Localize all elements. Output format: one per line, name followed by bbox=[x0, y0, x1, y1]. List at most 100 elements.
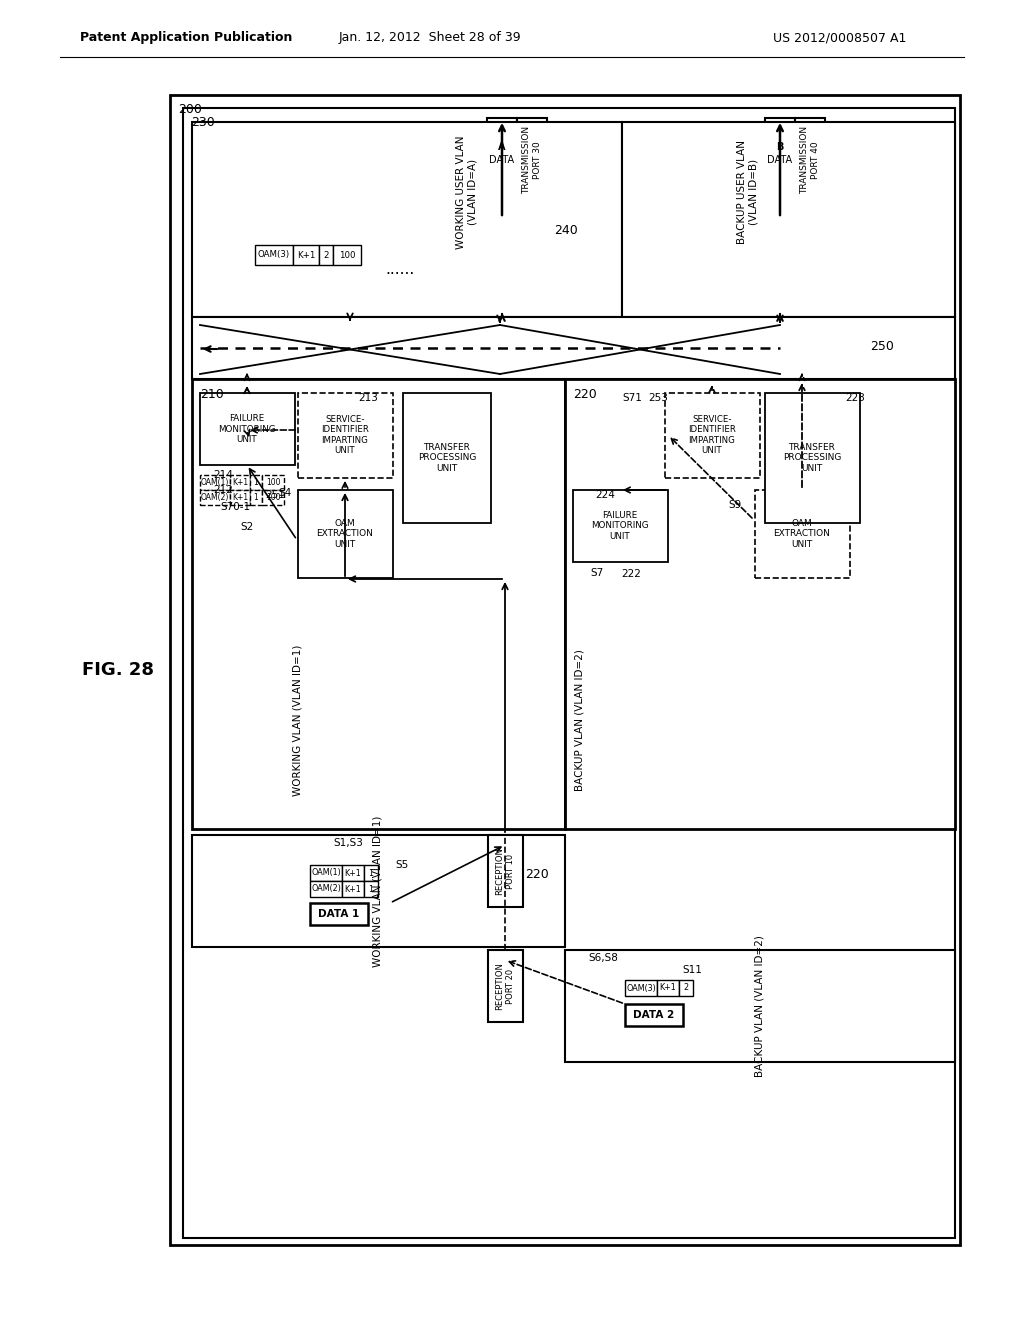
Text: K+1: K+1 bbox=[345, 869, 361, 878]
Bar bbox=[364, 880, 378, 898]
Bar bbox=[298, 490, 393, 578]
Text: SERVICE-
IDENTIFIER
IMPARTING
UNIT: SERVICE- IDENTIFIER IMPARTING UNIT bbox=[688, 414, 736, 455]
Bar bbox=[517, 117, 547, 203]
Bar bbox=[200, 393, 295, 465]
Text: FAILURE
MONITORING
UNIT: FAILURE MONITORING UNIT bbox=[218, 414, 275, 444]
Text: BACKUP USER VLAN
(VLAN ID=B): BACKUP USER VLAN (VLAN ID=B) bbox=[737, 140, 759, 244]
Text: RECEPTION
PORT 20: RECEPTION PORT 20 bbox=[496, 962, 515, 1010]
Text: OAM(3): OAM(3) bbox=[258, 251, 290, 260]
Bar bbox=[679, 979, 693, 997]
Bar bbox=[657, 979, 679, 997]
Text: S71: S71 bbox=[622, 393, 642, 403]
Text: 1: 1 bbox=[369, 869, 374, 878]
Text: K+1: K+1 bbox=[232, 492, 248, 502]
Text: 210: 210 bbox=[200, 388, 224, 401]
Text: 214: 214 bbox=[213, 470, 232, 480]
Bar bbox=[170, 95, 961, 1245]
Text: 251: 251 bbox=[265, 490, 285, 500]
Text: 223: 223 bbox=[845, 393, 865, 403]
Text: 100: 100 bbox=[266, 478, 281, 487]
Bar bbox=[262, 475, 284, 490]
Text: 240: 240 bbox=[554, 223, 578, 236]
Bar bbox=[250, 490, 262, 506]
Text: 1: 1 bbox=[254, 492, 258, 502]
Bar bbox=[293, 246, 319, 265]
Text: S9: S9 bbox=[728, 500, 741, 510]
Bar bbox=[310, 865, 342, 880]
Text: OAM
EXTRACTION
UNIT: OAM EXTRACTION UNIT bbox=[316, 519, 374, 549]
Text: S4: S4 bbox=[278, 488, 291, 498]
Text: S70-1: S70-1 bbox=[220, 502, 250, 512]
Text: OAM(3): OAM(3) bbox=[626, 983, 656, 993]
Bar bbox=[200, 490, 230, 506]
Text: Patent Application Publication: Patent Application Publication bbox=[80, 32, 293, 45]
Text: ......: ...... bbox=[385, 263, 415, 277]
Text: S6,S8: S6,S8 bbox=[588, 953, 617, 964]
Text: 253: 253 bbox=[648, 393, 668, 403]
Text: K+1: K+1 bbox=[659, 983, 677, 993]
Text: 100: 100 bbox=[266, 492, 281, 502]
Text: RECEPTION
PORT 10: RECEPTION PORT 10 bbox=[496, 847, 515, 895]
Text: 224: 224 bbox=[595, 490, 614, 500]
Bar bbox=[488, 836, 523, 907]
Bar bbox=[565, 379, 955, 829]
Text: 200: 200 bbox=[178, 103, 202, 116]
Bar bbox=[765, 393, 860, 523]
Bar bbox=[665, 393, 760, 478]
Bar bbox=[573, 490, 668, 562]
Bar bbox=[193, 317, 955, 379]
Bar bbox=[298, 393, 393, 478]
Text: 2: 2 bbox=[324, 251, 329, 260]
Text: OAM(1): OAM(1) bbox=[201, 478, 229, 487]
Bar bbox=[795, 117, 825, 203]
Text: 230: 230 bbox=[191, 116, 215, 129]
Bar bbox=[342, 865, 364, 880]
Bar bbox=[193, 121, 622, 317]
Text: TRANSFER
PROCESSING
UNIT: TRANSFER PROCESSING UNIT bbox=[418, 444, 476, 473]
Text: WORKING USER VLAN
(VLAN ID=A): WORKING USER VLAN (VLAN ID=A) bbox=[457, 135, 478, 248]
Text: FIG. 28: FIG. 28 bbox=[82, 661, 154, 678]
Text: B: B bbox=[776, 143, 783, 152]
Text: K+1: K+1 bbox=[297, 251, 315, 260]
Bar bbox=[625, 979, 657, 997]
Text: DATA 1: DATA 1 bbox=[318, 909, 359, 919]
Text: BACKUP VLAN (VLAN ID=2): BACKUP VLAN (VLAN ID=2) bbox=[755, 935, 765, 1077]
Bar bbox=[403, 393, 490, 523]
Text: K+1: K+1 bbox=[232, 478, 248, 487]
Text: 220: 220 bbox=[525, 869, 549, 882]
Bar bbox=[565, 950, 955, 1063]
Text: 1: 1 bbox=[369, 884, 374, 894]
Text: US 2012/0008507 A1: US 2012/0008507 A1 bbox=[773, 32, 906, 45]
Text: WORKING VLAN (VLAN ID=1): WORKING VLAN (VLAN ID=1) bbox=[373, 816, 383, 966]
Text: 212: 212 bbox=[213, 484, 232, 495]
Bar bbox=[364, 865, 378, 880]
Text: TRANSMISSION
PORT 40: TRANSMISSION PORT 40 bbox=[801, 125, 819, 194]
Text: OAM(1): OAM(1) bbox=[311, 869, 341, 878]
Bar bbox=[319, 246, 333, 265]
Text: A: A bbox=[499, 143, 506, 152]
Bar bbox=[250, 475, 262, 490]
Text: S1,S3: S1,S3 bbox=[333, 838, 362, 847]
Bar bbox=[487, 117, 517, 203]
Text: 2: 2 bbox=[683, 983, 688, 993]
Text: Jan. 12, 2012  Sheet 28 of 39: Jan. 12, 2012 Sheet 28 of 39 bbox=[339, 32, 521, 45]
Text: OAM
EXTRACTION
UNIT: OAM EXTRACTION UNIT bbox=[773, 519, 830, 549]
Text: TRANSMISSION
PORT 30: TRANSMISSION PORT 30 bbox=[522, 125, 542, 194]
Bar bbox=[230, 475, 250, 490]
Bar bbox=[310, 903, 368, 925]
Bar bbox=[622, 121, 955, 317]
Bar bbox=[342, 880, 364, 898]
Text: FAILURE
MONITORING
UNIT: FAILURE MONITORING UNIT bbox=[591, 511, 649, 541]
Bar bbox=[230, 490, 250, 506]
Bar bbox=[333, 246, 361, 265]
Text: S2: S2 bbox=[240, 521, 253, 532]
Text: DATA: DATA bbox=[767, 154, 793, 165]
Text: 250: 250 bbox=[870, 341, 894, 354]
Text: BACKUP VLAN (VLAN ID=2): BACKUP VLAN (VLAN ID=2) bbox=[575, 649, 585, 791]
Bar bbox=[193, 836, 565, 946]
Text: OAM(2): OAM(2) bbox=[311, 884, 341, 894]
Text: 1: 1 bbox=[254, 478, 258, 487]
Text: S5: S5 bbox=[395, 861, 409, 870]
Text: WORKING VLAN (VLAN ID=1): WORKING VLAN (VLAN ID=1) bbox=[292, 644, 302, 796]
Bar bbox=[625, 1005, 683, 1026]
